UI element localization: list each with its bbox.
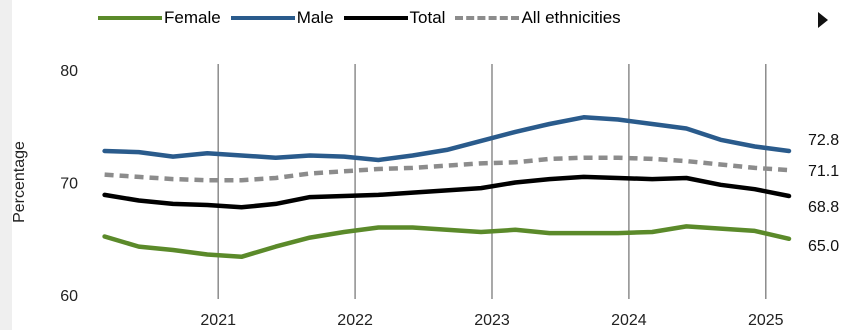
legend-label-female: Female — [164, 8, 221, 27]
legend-swatch-male — [230, 16, 295, 20]
legend-label-male: Male — [296, 8, 334, 27]
x-tick-label-2021: 2021 — [200, 312, 236, 329]
end-label-all-ethnicities: 71.1 — [808, 163, 839, 180]
y-tick-label-80: 80 — [60, 63, 78, 80]
x-tick-label-2022: 2022 — [337, 312, 373, 329]
legend-item-female[interactable]: Female — [98, 8, 221, 28]
x-tick-label-2025: 2025 — [748, 312, 784, 329]
series-line-female — [102, 224, 792, 260]
x-tick-label-2024: 2024 — [611, 312, 647, 329]
legend-label-all-ethnicities: All ethnicities — [521, 8, 621, 27]
legend-swatch-female — [98, 16, 162, 20]
y-tick-label-60: 60 — [60, 288, 78, 305]
series-line-male — [102, 115, 792, 163]
end-label-total: 68.8 — [808, 199, 839, 216]
x-tick-label-2023: 2023 — [474, 312, 510, 329]
play-icon[interactable] — [818, 12, 828, 28]
series-line-total — [102, 174, 792, 210]
legend-swatch-total — [343, 16, 408, 20]
chart-legend: Female Male Total All ethnicities — [98, 8, 625, 28]
y-tick-label-70: 70 — [60, 176, 78, 193]
series-line-all-ethnicities — [104, 155, 790, 183]
end-label-male: 72.8 — [808, 132, 839, 149]
legend-swatch-all-ethnicities — [455, 16, 520, 20]
legend-item-all-ethnicities[interactable]: All ethnicities — [455, 8, 621, 28]
end-label-female: 65.0 — [808, 238, 839, 255]
legend-label-total: Total — [409, 8, 446, 27]
left-margin-band — [0, 0, 12, 330]
legend-item-male[interactable]: Male — [230, 8, 334, 28]
legend-item-total[interactable]: Total — [343, 8, 446, 28]
